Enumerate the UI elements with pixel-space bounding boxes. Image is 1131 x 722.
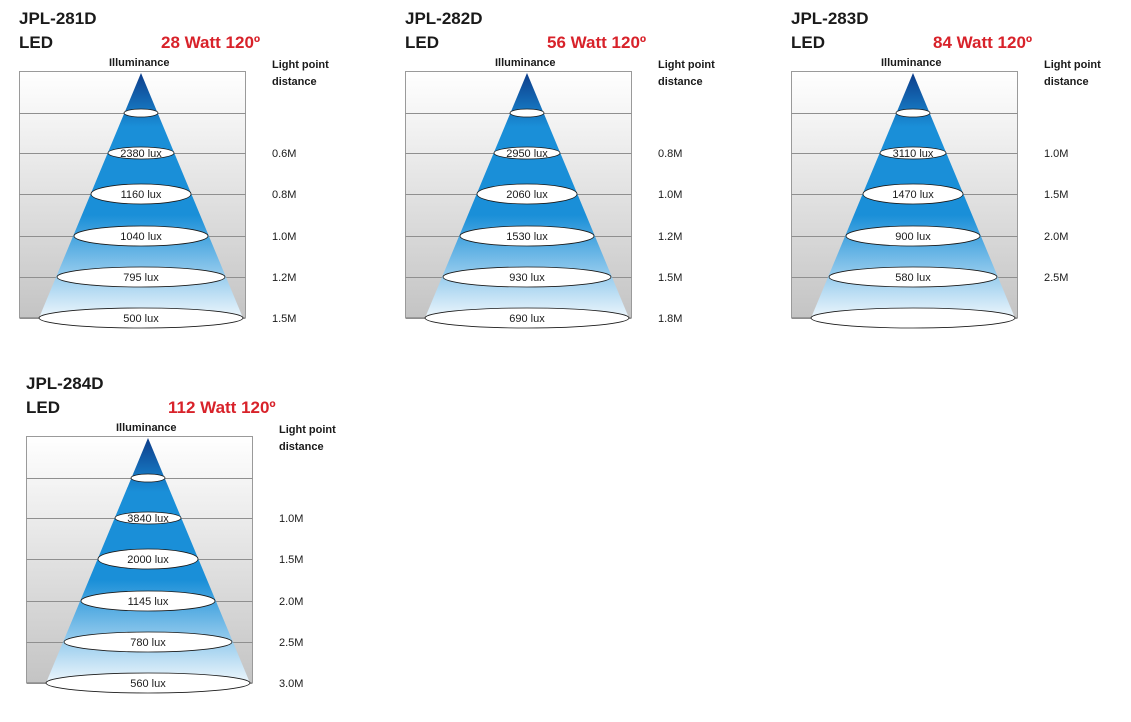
beam-ellipse xyxy=(810,307,1016,329)
distance-header: Light point distance xyxy=(279,422,336,456)
beam-diagram: 2950 lux 0.8M 2060 lux 1.0M 1530 lux 1.2M 930 … xyxy=(405,71,682,329)
beam-ellipse xyxy=(38,307,244,329)
beam-ellipse xyxy=(845,225,981,247)
illuminance-header: Illuminance xyxy=(495,57,556,69)
watt-label: 56 Watt 120º xyxy=(547,33,647,52)
panel-jpl-284d: JPL-284D LED 112 Watt 120º Illuminance L… xyxy=(26,374,356,719)
beam-ellipse xyxy=(114,511,182,525)
beam-ellipse xyxy=(828,266,998,288)
distance-header-line1: Light point xyxy=(279,424,336,436)
distance-label: 1.5M xyxy=(279,554,303,566)
beam-ellipse xyxy=(80,590,216,612)
distance-label: 2.5M xyxy=(279,637,303,649)
beam-ellipse xyxy=(493,146,561,160)
beam-ellipse xyxy=(879,146,947,160)
beam-ellipse xyxy=(476,183,578,205)
beam-ellipse xyxy=(424,307,630,329)
distance-header-line1: Light point xyxy=(1044,59,1101,71)
beam-ellipse xyxy=(509,108,545,118)
beam-ellipse xyxy=(56,266,226,288)
type-label: LED xyxy=(791,33,825,52)
type-label: LED xyxy=(19,33,53,52)
beam-ellipse xyxy=(459,225,595,247)
distance-header-line1: Light point xyxy=(658,59,715,71)
distance-label: 3.0M xyxy=(279,678,303,690)
lux-label: 2060 lux xyxy=(506,189,548,201)
distance-label: 1.0M xyxy=(272,231,296,243)
lux-label: 690 lux xyxy=(509,313,545,325)
beam-ellipse xyxy=(895,108,931,118)
distance-header: Light point distance xyxy=(1044,57,1101,91)
beam-ellipse xyxy=(442,266,612,288)
distance-label: 1.5M xyxy=(658,272,682,284)
distance-header: Light point distance xyxy=(272,57,329,91)
beam-ellipse xyxy=(97,548,199,570)
watt-label: 84 Watt 120º xyxy=(933,33,1033,52)
beam-diagram: 2380 lux 0.6M 1160 lux 0.8M 1040 lux 1.0M 795 … xyxy=(19,71,296,329)
beam-ellipse xyxy=(130,473,166,483)
beam-ellipse xyxy=(73,225,209,247)
beam-ellipse xyxy=(63,631,233,653)
lux-label: 580 lux xyxy=(895,272,931,284)
distance-label: 0.8M xyxy=(272,189,296,201)
lux-label: 3840 lux xyxy=(127,513,169,525)
distance-header-line2: distance xyxy=(279,441,324,453)
beam-diagram: 3110 lux 1.0M 1470 lux 1.5M 900 lux 2.0M 580 l… xyxy=(791,71,1068,329)
lux-label: 1530 lux xyxy=(506,231,548,243)
panel-jpl-281d: JPL-281D LED 28 Watt 120º Illuminance Li… xyxy=(19,9,349,354)
illuminance-header: Illuminance xyxy=(109,57,170,69)
panel-jpl-282d: JPL-282D LED 56 Watt 120º Illuminance Li… xyxy=(405,9,735,354)
lux-label: 900 lux xyxy=(895,231,931,243)
lux-label: 560 lux xyxy=(130,678,166,690)
lux-label: 930 lux xyxy=(509,272,545,284)
beam-ellipse xyxy=(45,672,251,694)
lux-label: 2380 lux xyxy=(120,148,162,160)
model-title: JPL-281D xyxy=(19,9,97,28)
lux-label: 1145 lux xyxy=(128,596,169,608)
lux-label: 1160 lux xyxy=(121,189,162,201)
distance-label: 2.0M xyxy=(279,596,303,608)
lux-label: 1040 lux xyxy=(120,231,162,243)
beam-ellipse xyxy=(123,108,159,118)
beam-diagram: 3840 lux 1.0M 2000 lux 1.5M 1145 lux 2.0M 780 … xyxy=(26,436,303,694)
distance-label: 1.5M xyxy=(1044,189,1068,201)
model-title: JPL-284D xyxy=(26,374,104,393)
illuminance-header: Illuminance xyxy=(116,422,177,434)
model-title: JPL-282D xyxy=(405,9,483,28)
model-title: JPL-283D xyxy=(791,9,869,28)
panel-jpl-283d: JPL-283D LED 84 Watt 120º Illuminance Li… xyxy=(791,9,1121,354)
distance-label: 1.8M xyxy=(658,313,682,325)
watt-label: 28 Watt 120º xyxy=(161,33,261,52)
distance-header-line2: distance xyxy=(1044,76,1089,88)
distance-header-line1: Light point xyxy=(272,59,329,71)
distance-label: 1.0M xyxy=(658,189,682,201)
lux-label: 1470 lux xyxy=(892,189,934,201)
watt-label: 112 Watt 120º xyxy=(168,398,276,417)
lux-label: 780 lux xyxy=(130,637,166,649)
distance-label: 1.0M xyxy=(279,513,303,525)
beam-ellipse xyxy=(107,146,175,160)
lux-label: 500 lux xyxy=(123,313,159,325)
type-label: LED xyxy=(26,398,60,417)
beam-ellipse xyxy=(862,183,964,205)
distance-label: 0.6M xyxy=(272,148,296,160)
type-label: LED xyxy=(405,33,439,52)
distance-label: 1.5M xyxy=(272,313,296,325)
distance-label: 0.8M xyxy=(658,148,682,160)
lux-label: 2000 lux xyxy=(127,554,169,566)
distance-label: 1.0M xyxy=(1044,148,1068,160)
lux-label: 2950 lux xyxy=(506,148,548,160)
distance-header-line2: distance xyxy=(658,76,703,88)
distance-header-line2: distance xyxy=(272,76,317,88)
distance-label: 2.5M xyxy=(1044,272,1068,284)
distance-label: 1.2M xyxy=(272,272,296,284)
distance-label: 1.2M xyxy=(658,231,682,243)
lux-label: 3110 lux xyxy=(893,148,934,160)
beam-ellipse xyxy=(90,183,192,205)
lux-label: 795 lux xyxy=(123,272,159,284)
distance-header: Light point distance xyxy=(658,57,715,91)
distance-label: 2.0M xyxy=(1044,231,1068,243)
illuminance-header: Illuminance xyxy=(881,57,942,69)
